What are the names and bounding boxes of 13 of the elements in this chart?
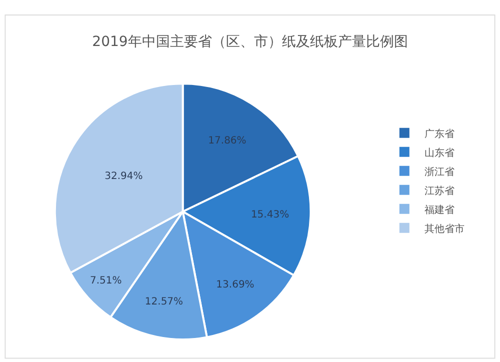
data-label: 12.57% [144, 296, 184, 308]
legend-label: 江苏省 [424, 184, 454, 197]
legend-label: 山东省 [424, 146, 454, 159]
legend-label: 广东省 [424, 128, 454, 140]
data-label: 15.43% [250, 209, 290, 220]
data-label: 17.86% [208, 135, 246, 146]
chart-title: 2019年中国主要省（区、市）纸及纸板产量比例图 [92, 34, 408, 50]
legend-label: 其他省市 [424, 222, 464, 235]
data-label: 13.69% [216, 280, 254, 291]
legend-label: 福建省 [424, 204, 454, 216]
data-label: 32.94% [104, 170, 143, 182]
legend-label: 浙江省 [424, 166, 454, 178]
data-label: 7.51% [90, 276, 122, 287]
